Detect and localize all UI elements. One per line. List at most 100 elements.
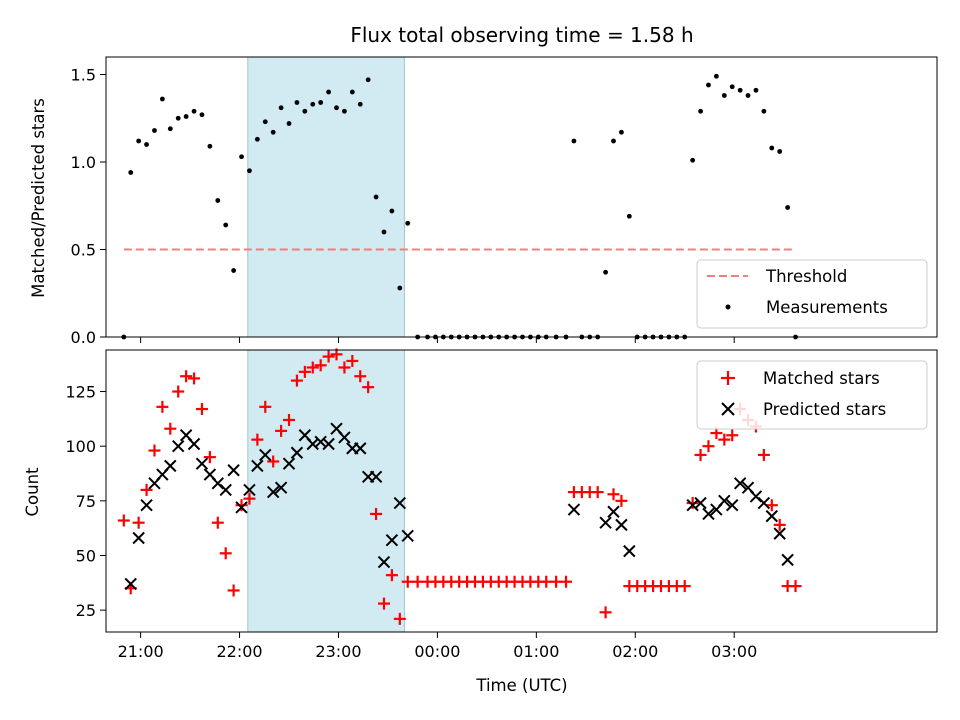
measurement-point [247,168,252,174]
measurement-point [349,89,355,95]
measurement-point [753,87,759,93]
top-y-tick-label: 1.0 [71,153,96,172]
bottom-y-tick-label: 25 [76,601,96,620]
measurement-point [239,154,244,160]
legend-measurements-swatch [725,304,731,310]
predicted-star-point [757,496,771,510]
legend-measurements-label: Measurements [766,298,888,317]
measurement-point [769,145,775,151]
bottom-panel: 25 50 75 100 125 21:00 22:00 23:00 00:00 01:00 02… [23,348,938,695]
matched-star-point [243,492,256,505]
matched-star-point [615,494,628,507]
measurement-point [571,138,577,144]
predicted-star-point [385,533,399,547]
legend-threshold-label: Threshold [765,267,847,286]
matched-star-point [211,516,224,529]
measurement-point [365,77,371,83]
bottom-legend: Matched stars Predicted stars [696,360,928,430]
predicted-star-point [164,459,177,473]
measurement-point [175,115,181,121]
matched-star-point [607,488,620,501]
bottom-x-tick-label: 03:00 [711,642,757,661]
figure-title: Flux total observing time = 1.58 h [350,23,693,47]
measurement-point [405,220,411,226]
predicted-star-point [172,439,185,453]
matched-star-point [718,433,731,446]
legend-matched-swatch [721,371,735,385]
measurement-point [761,108,767,114]
measurement-point [159,96,165,102]
measurement-point [381,229,387,235]
predicted-star-point [235,501,248,514]
measurement-point [389,208,395,214]
matched-star-point [385,569,398,582]
matched-star-point [283,413,296,426]
bottom-y-tick-label: 50 [76,546,96,565]
bottom-x-tick-label: 01:00 [513,642,559,661]
matched-star-point [188,372,201,385]
matched-star-point [132,516,145,529]
measurement-point [619,129,624,135]
bottom-y-tick-label: 100 [65,437,96,456]
matched-star-point [290,374,303,387]
matched-star-point [377,597,390,610]
matched-star-point [172,385,185,398]
matched-star-point [195,403,208,416]
bottom-legend-box [696,360,928,430]
predicted-star-point [694,496,707,510]
measurement-point [777,149,783,154]
matched-star-point [789,580,802,593]
matched-star-point [203,451,216,464]
top-y-tick-label: 0.5 [71,241,96,260]
predicted-star-point [306,437,319,451]
measurement-point [373,194,379,200]
predicted-star-point [765,509,778,523]
top-legend-box [696,259,928,329]
top-legend: Threshold Measurements [696,259,928,329]
matched-star-point [275,424,288,437]
top-y-tick-label: 1.5 [71,66,96,85]
predicted-star-point [369,470,383,483]
measurement-point [357,101,363,107]
measurement-point [286,121,292,126]
predicted-star-point [401,529,414,543]
bottom-y-axis-label: Count [23,467,42,517]
predicted-star-point [274,481,288,494]
predicted-star-point [781,553,794,567]
bottom-x-tick-label: 21:00 [118,642,164,661]
predicted-star-point [567,503,581,516]
measurement-point [199,112,205,118]
predicted-star-point [354,442,367,455]
predicted-star-point [124,577,137,591]
measurement-point [215,198,221,203]
matched-star-point [267,455,280,468]
predicted-star-point [322,437,335,451]
predicted-star-point [607,505,620,518]
matched-star-point [259,400,272,413]
matched-star-point [757,448,770,461]
predicted-star-point [243,483,256,497]
predicted-star-point [718,494,731,508]
matched-star-point [773,518,786,531]
predicted-star-point [338,431,351,444]
top-shaded-span [247,56,405,338]
matched-star-point [765,499,778,512]
legend-predicted-swatch [721,402,735,416]
matched-star-point [322,350,335,363]
measurement-point [167,126,173,132]
matched-star-point [227,584,240,597]
measurement-point [611,138,616,144]
predicted-star-point [251,459,264,473]
predicted-star-point [377,555,391,569]
measurement-point [191,108,197,114]
legend-predicted-label: Predicted stars [763,400,886,419]
matched-star-point [599,606,612,619]
measurement-point [318,100,324,105]
predicted-star-point [686,499,699,512]
predicted-star-point [733,477,747,490]
measurement-point [254,136,260,142]
measurement-point [144,142,149,147]
measurement-point [294,100,300,105]
